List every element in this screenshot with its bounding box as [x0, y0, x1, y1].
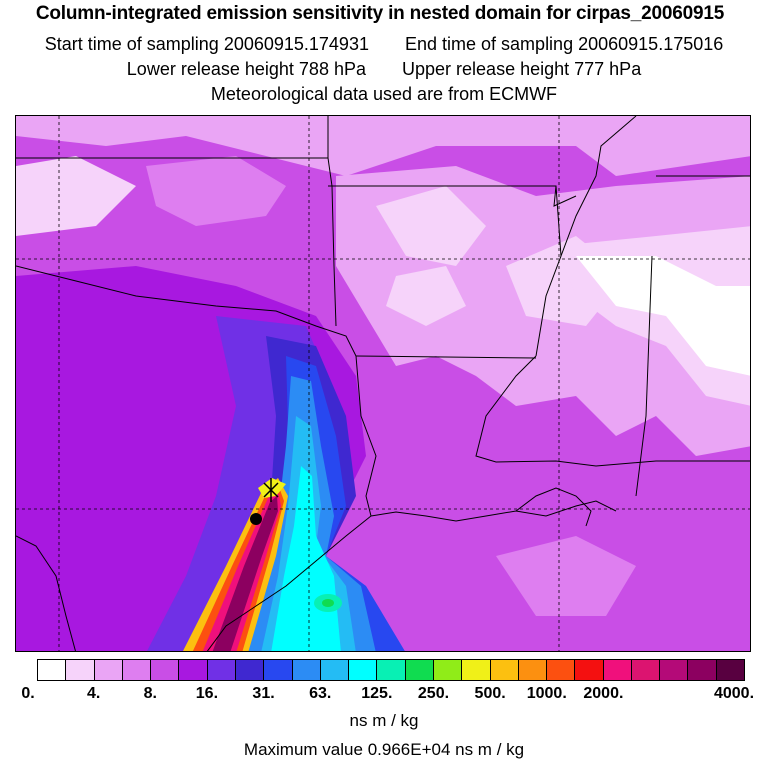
end-time-label: End time of sampling: [405, 34, 574, 54]
colorbar-segment: [660, 660, 689, 680]
colorbar-segment: [575, 660, 604, 680]
colorbar-segment: [264, 660, 293, 680]
colorbar-segment: [94, 660, 123, 680]
maximum-value-label: Maximum value: [243, 740, 363, 759]
colorbar-segment: [66, 660, 95, 680]
colorbar-tick-label: 63.: [309, 685, 332, 702]
colorbar-tick-label: 2000.: [583, 685, 624, 702]
colorbar-segment: [433, 660, 463, 680]
colorbar-tick-label: 1000.: [526, 685, 567, 702]
end-time-value: 20060915.175016: [578, 34, 724, 54]
lower-height-value: 788 hPa: [298, 59, 366, 79]
graticule: [16, 116, 750, 651]
plot-title: Column-integrated emission sensitivity i…: [35, 3, 725, 24]
colorbar-segment: [518, 660, 548, 680]
start-time-label: Start time of sampling: [44, 34, 219, 54]
colorbar-segment: [292, 660, 321, 680]
colorbar-tick-label: 125.: [361, 685, 393, 702]
low-sensitivity-fields: [16, 116, 750, 616]
colorbar-tick-label: 500.: [474, 685, 506, 702]
colorbar-tick-label: 4000.: [713, 685, 755, 702]
upper-height-value: 777 hPa: [574, 59, 642, 79]
colorbar-ticks: 0. 4. 8. 16. 31. 63. 125. 250. 500. 1000. 2000. 400…: [0, 685, 768, 705]
maximum-value-line: Maximum value 0.966E+04 ns m / kg: [0, 740, 768, 760]
colorbar-segment: [405, 660, 434, 680]
colorbar-segment: [320, 660, 350, 680]
colorbar-tick-label: 16.: [195, 685, 219, 702]
colorbar-segment: [716, 660, 745, 680]
colorbar-segment: [38, 660, 67, 680]
colorbar-segment: [235, 660, 265, 680]
start-time-value: 20060915.174931: [223, 34, 369, 54]
colorbar-segment: [547, 660, 576, 680]
colorbar-segment: [462, 660, 491, 680]
receptor-dot: [250, 513, 262, 525]
maximum-value: 0.966E+04 ns m / kg: [367, 740, 525, 759]
upper-height-label: Upper release height: [402, 59, 570, 79]
colorbar-segment: [179, 660, 208, 680]
colorbar-segment: [349, 660, 378, 680]
colorbar-segment: [603, 660, 632, 680]
colorbar-segment: [490, 660, 519, 680]
high-sensitivity-plume: [183, 376, 376, 651]
met-data-note: Meteorological data used are from ECMWF: [210, 84, 558, 104]
map-canvas: [16, 116, 750, 651]
sensitivity-map[interactable]: [15, 115, 751, 652]
colorbar-segment: [688, 660, 717, 680]
release-heights: Lower release height 788 hPa Upper relea…: [0, 59, 768, 80]
lower-height-label: Lower release height: [126, 59, 294, 79]
colorbar-tick-label: 0.: [21, 685, 35, 702]
colorbar-tick-label: 250.: [417, 685, 450, 702]
colorbar-segment: [151, 660, 180, 680]
colorbar-tick-label: 8.: [143, 685, 157, 702]
sampling-times: Start time of sampling 20060915.174931 E…: [0, 34, 768, 55]
release-point-cross: [263, 478, 279, 502]
colorbar-segment: [207, 660, 236, 680]
colorbar-tick-label: 31.: [252, 685, 275, 702]
colorbar-segment: [122, 660, 152, 680]
colorbar-segment: [377, 660, 406, 680]
colorbar: [37, 659, 745, 681]
colorbar-segment: [631, 660, 661, 680]
boundary-lines: [16, 116, 750, 651]
colorbar-tick-label: 4.: [86, 685, 101, 702]
colorbar-unit: ns m / kg: [349, 711, 419, 730]
